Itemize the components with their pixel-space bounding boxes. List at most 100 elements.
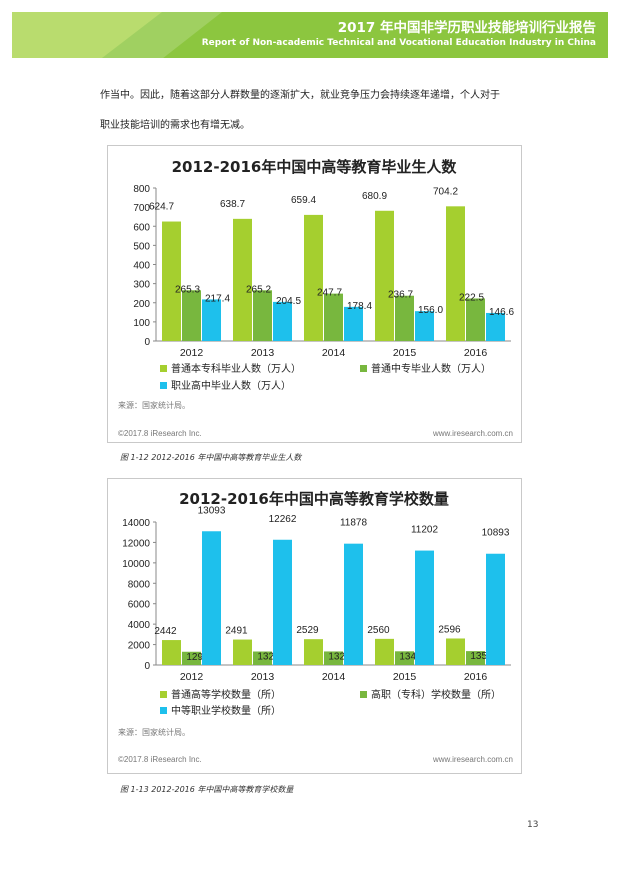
y-tick-label: 10000 bbox=[122, 559, 150, 570]
bar-2013-series-0 bbox=[233, 218, 252, 341]
y-tick-label: 400 bbox=[133, 261, 150, 272]
y-tick-label: 700 bbox=[133, 203, 150, 214]
bar-2014-series-2 bbox=[344, 306, 363, 341]
y-tick-label: 0 bbox=[144, 661, 150, 672]
x-tick-label: 2013 bbox=[251, 671, 275, 683]
data-label: 10893 bbox=[482, 528, 510, 539]
data-label: 1321 bbox=[257, 652, 280, 663]
x-tick-label: 2014 bbox=[322, 671, 346, 683]
bar-2015-series-0 bbox=[375, 210, 394, 341]
chart-title: 2012-2016年中国中高等教育毕业生人数 bbox=[172, 158, 458, 176]
data-label: 156.0 bbox=[418, 305, 443, 316]
bar-2013-series-1 bbox=[253, 651, 272, 665]
bar-2013-series-0 bbox=[233, 639, 252, 665]
body-text-line-1: 作当中。因此，随着这部分人群数量的逐渐扩大，就业竞争压力会持续逐年递增，个人对于 bbox=[100, 90, 500, 101]
legend-swatch bbox=[160, 382, 167, 389]
report-subtitle: Report of Non-academic Technical and Voc… bbox=[201, 38, 596, 48]
legend-label: 普通本专科毕业人数（万人） bbox=[171, 362, 301, 375]
page-number: 13 bbox=[527, 820, 539, 830]
data-label: 12262 bbox=[269, 514, 297, 525]
data-label: 1297 bbox=[186, 652, 209, 663]
data-label: 1327 bbox=[328, 651, 351, 662]
bar-2012-series-1 bbox=[182, 290, 201, 341]
report-title: 2017 年中国非学历职业技能培训行业报告 bbox=[337, 20, 596, 36]
data-label: 2560 bbox=[367, 625, 390, 636]
x-tick-label: 2013 bbox=[251, 347, 275, 359]
bar-2014-series-0 bbox=[304, 214, 323, 341]
data-label: 624.7 bbox=[149, 202, 174, 213]
x-tick-label: 2012 bbox=[180, 671, 204, 683]
report-header-banner: 2017 年中国非学历职业技能培训行业报告 Report of Non-acad… bbox=[12, 12, 608, 58]
bar-2016-series-1 bbox=[466, 298, 485, 341]
y-tick-label: 200 bbox=[133, 299, 150, 310]
y-tick-label: 14000 bbox=[122, 518, 150, 529]
data-label: 13093 bbox=[198, 505, 226, 516]
legend-swatch bbox=[360, 691, 367, 698]
bar-2014-series-2 bbox=[344, 543, 363, 665]
data-label: 11202 bbox=[411, 525, 439, 536]
chart-schools: 2012-2016年中国中高等教育学校数量 0 2000 4000 6000 8000 10… bbox=[118, 490, 513, 764]
chart-copyright: ©2017.8 iResearch Inc. bbox=[118, 755, 202, 764]
x-tick-label: 2016 bbox=[464, 671, 488, 683]
y-tick-label: 100 bbox=[133, 318, 150, 329]
figure-caption-1-12: 图 1-12 2012-2016 年中国中高等教育毕业生人数 bbox=[120, 453, 302, 462]
data-label: 11878 bbox=[340, 518, 368, 529]
x-tick-label: 2012 bbox=[180, 347, 204, 359]
data-label: 1341 bbox=[399, 651, 422, 662]
data-label: 178.4 bbox=[347, 301, 372, 312]
y-tick-label: 500 bbox=[133, 241, 150, 252]
y-tick-label: 4000 bbox=[128, 620, 151, 631]
y-tick-label: 8000 bbox=[128, 579, 151, 590]
bar-2013-series-1 bbox=[253, 290, 272, 341]
bar-2012-series-2 bbox=[202, 299, 221, 341]
bar-2015-series-0 bbox=[375, 638, 394, 665]
x-tick-label: 2015 bbox=[393, 671, 417, 683]
bar-2016-series-0 bbox=[446, 206, 465, 341]
y-tick-label: 800 bbox=[133, 184, 150, 195]
bar-2013-series-2 bbox=[273, 539, 292, 665]
legend-label: 中等职业学校数量（所） bbox=[171, 704, 281, 717]
bar-2016-series-2 bbox=[486, 553, 505, 665]
chart-website: www.iresearch.com.cn bbox=[432, 429, 513, 438]
data-label: 265.2 bbox=[246, 284, 271, 295]
bar-2016-series-1 bbox=[466, 651, 485, 665]
legend-swatch bbox=[360, 365, 367, 372]
bar-2012-series-0 bbox=[162, 640, 181, 665]
legend-swatch bbox=[160, 707, 167, 714]
data-label: 217.4 bbox=[205, 293, 230, 304]
y-tick-label: 6000 bbox=[128, 600, 151, 611]
data-label: 659.4 bbox=[291, 195, 316, 206]
data-label: 222.5 bbox=[459, 292, 484, 303]
chart-website: www.iresearch.com.cn bbox=[432, 755, 513, 764]
y-tick-label: 600 bbox=[133, 222, 150, 233]
chart-source-note: 来源：国家统计局。 bbox=[118, 400, 190, 410]
data-label: 704.2 bbox=[433, 186, 458, 197]
bar-2015-series-2 bbox=[415, 311, 434, 341]
bar-2012-series-1 bbox=[182, 651, 201, 665]
bar-2012-series-0 bbox=[162, 221, 181, 341]
bar-2012-series-2 bbox=[202, 531, 221, 665]
data-label: 2529 bbox=[296, 625, 319, 636]
data-label: 146.6 bbox=[489, 307, 514, 318]
bar-2015-series-2 bbox=[415, 550, 434, 665]
bar-2015-series-1 bbox=[395, 651, 414, 665]
x-tick-label: 2014 bbox=[322, 347, 346, 359]
y-tick-label: 0 bbox=[144, 337, 150, 348]
data-label: 204.5 bbox=[276, 296, 301, 307]
chart-copyright: ©2017.8 iResearch Inc. bbox=[118, 429, 202, 438]
body-text-line-2: 职业技能培训的需求也有增无减。 bbox=[100, 120, 250, 131]
data-label: 2491 bbox=[225, 626, 248, 637]
bar-2014-series-1 bbox=[324, 293, 343, 341]
legend-label: 职业高中毕业人数（万人） bbox=[171, 379, 291, 392]
bar-2014-series-1 bbox=[324, 651, 343, 665]
chart-graduates-box: 2012-2016年中国中高等教育毕业生人数 0 100 200 300 400 500 60… bbox=[107, 145, 522, 443]
figure-caption-1-13: 图 1-13 2012-2016 年中国中高等教育学校数量 bbox=[120, 785, 294, 794]
legend-swatch bbox=[160, 691, 167, 698]
bar-2013-series-2 bbox=[273, 301, 292, 341]
bar-2015-series-1 bbox=[395, 295, 414, 341]
data-label: 2596 bbox=[438, 624, 461, 635]
legend-label: 普通中专毕业人数（万人） bbox=[371, 362, 491, 375]
x-tick-label: 2015 bbox=[393, 347, 417, 359]
data-label: 1359 bbox=[470, 651, 493, 662]
bar-2016-series-2 bbox=[486, 312, 505, 341]
